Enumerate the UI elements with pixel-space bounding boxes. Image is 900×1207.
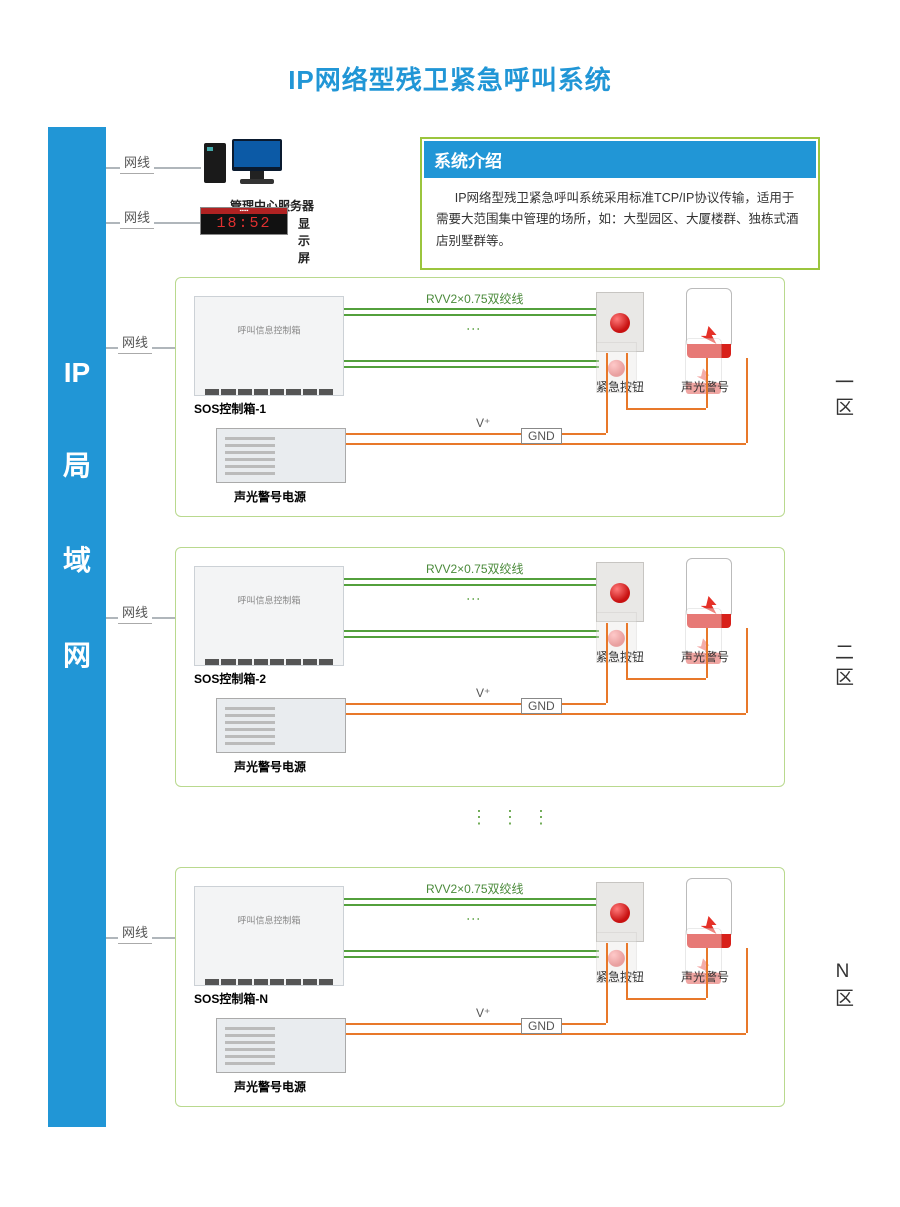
wire-orange	[626, 943, 628, 998]
lan-bar: IP 局 域 网	[48, 127, 106, 1127]
sos-inner-text: 呼叫信息控制箱	[237, 595, 300, 608]
power-supply	[216, 428, 346, 483]
cable-label: 网线	[120, 152, 154, 174]
wire-orange	[346, 433, 606, 435]
wire-green	[344, 898, 599, 900]
horn-label: 声光警号	[681, 378, 729, 395]
wire-orange	[746, 628, 748, 713]
v-label: V⁺	[476, 686, 490, 700]
wire-orange	[746, 948, 748, 1033]
dots-icon: ⋮	[466, 322, 482, 338]
wire-orange	[706, 948, 708, 998]
intro-panel: 系统介绍 IP网络型残卫紧急呼叫系统采用标准TCP/IP协议传输，适用于需要大范…	[420, 137, 820, 270]
power-supply	[216, 1018, 346, 1073]
wire-orange	[626, 623, 628, 678]
wire-green	[344, 956, 599, 958]
cable-label: 网线	[120, 207, 154, 229]
power-supply	[216, 698, 346, 753]
computer-icon	[200, 137, 290, 192]
wire-green	[344, 308, 599, 310]
wire-orange	[606, 943, 608, 1023]
wire-green	[344, 314, 599, 316]
wire-green	[344, 366, 599, 368]
sos-controller: 呼叫信息控制箱	[194, 566, 344, 666]
wire-orange	[606, 353, 608, 433]
wire-orange	[626, 678, 706, 680]
lan-char: 局	[48, 444, 106, 484]
wire-green	[344, 578, 599, 580]
wire-orange	[746, 358, 748, 443]
zone-block: 二区 呼叫信息控制箱 SOS控制箱-2 声光警号电源 ⋮ RVV2×0.75双绞…	[175, 547, 785, 787]
zone-label: 一区	[834, 372, 856, 422]
v-label: V⁺	[476, 416, 490, 430]
horn-label: 声光警号	[681, 648, 729, 665]
display-device: ▪▪▪▪▪ 18:52 显示屏	[200, 207, 288, 235]
wire-green	[344, 584, 599, 586]
wire-orange	[626, 353, 628, 408]
wire-green	[344, 904, 599, 906]
gnd-label: GND	[521, 698, 562, 714]
sos-label: SOS控制箱-2	[194, 670, 266, 687]
v-label: V⁺	[476, 1006, 490, 1020]
psu-label: 声光警号电源	[234, 758, 306, 775]
btn-label: 紧急按钮	[596, 648, 644, 665]
server-device: 管理中心服务器	[200, 137, 314, 214]
cable-label: 网线	[118, 332, 152, 354]
page-title: IP网络型残卫紧急呼叫系统	[0, 0, 900, 127]
btn-label: 紧急按钮	[596, 968, 644, 985]
sos-label: SOS控制箱-N	[194, 990, 268, 1007]
zone-label: 二区	[834, 642, 856, 692]
wire-green	[344, 636, 599, 638]
zone-block: 一区 呼叫信息控制箱 SOS控制箱-1 声光警号电源 ⋮ RVV2×0.75双绞…	[175, 277, 785, 517]
display-label: 显示屏	[298, 215, 310, 266]
wire-orange	[706, 358, 708, 408]
gnd-label: GND	[521, 428, 562, 444]
zone-label: N区	[834, 961, 856, 1013]
gnd-label: GND	[521, 1018, 562, 1034]
dots-icon: ⋮	[466, 592, 482, 608]
lan-char: 网	[48, 634, 106, 674]
sos-inner-text: 呼叫信息控制箱	[237, 325, 300, 338]
wire-orange	[606, 623, 608, 703]
wire-green	[344, 630, 599, 632]
wire-orange	[346, 703, 606, 705]
sos-inner-text: 呼叫信息控制箱	[237, 915, 300, 928]
cable-label: 网线	[118, 602, 152, 624]
btn-label: 紧急按钮	[596, 378, 644, 395]
cable-label: 网线	[118, 922, 152, 944]
wire-green	[344, 360, 599, 362]
sos-label: SOS控制箱-1	[194, 400, 266, 417]
horn-label: 声光警号	[681, 968, 729, 985]
dots-icon: ⋮	[466, 912, 482, 928]
wire-orange	[626, 408, 706, 410]
wire-orange	[346, 1023, 606, 1025]
ellipsis-dots: ⋮ ⋮ ⋮	[470, 807, 554, 828]
psu-label: 声光警号电源	[234, 488, 306, 505]
zone-block: N区 呼叫信息控制箱 SOS控制箱-N 声光警号电源 ⋮ RVV2×0.75双绞…	[175, 867, 785, 1107]
intro-title: 系统介绍	[424, 141, 816, 178]
sos-controller: 呼叫信息控制箱	[194, 886, 344, 986]
intro-body: IP网络型残卫紧急呼叫系统采用标准TCP/IP协议传输，适用于需要大范围集中管理…	[424, 178, 816, 266]
cable-spec: RVV2×0.75双绞线	[426, 880, 524, 897]
psu-label: 声光警号电源	[234, 1078, 306, 1095]
lan-char: 域	[48, 539, 106, 579]
wire-orange	[706, 628, 708, 678]
lan-char: IP	[48, 357, 106, 389]
diagram-canvas: IP 局 域 网 网线 网线 管理中心服务器 ▪▪▪▪▪ 18:52 显示屏 系…	[0, 127, 900, 1207]
cable-spec: RVV2×0.75双绞线	[426, 560, 524, 577]
wire-orange	[626, 998, 706, 1000]
cable-spec: RVV2×0.75双绞线	[426, 290, 524, 307]
wire-green	[344, 950, 599, 952]
sos-controller: 呼叫信息控制箱	[194, 296, 344, 396]
